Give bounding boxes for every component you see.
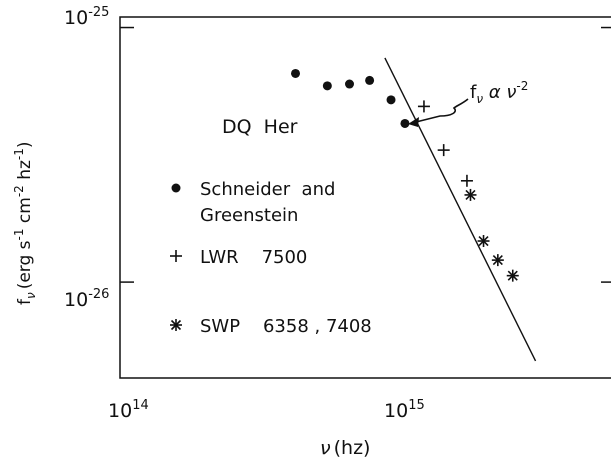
fit-line-group [384, 57, 537, 362]
data-point-asterisk [506, 269, 519, 282]
data-point-asterisk [491, 254, 504, 267]
x-tick-label: 1014 [108, 398, 149, 422]
data-point-circle [322, 81, 332, 91]
legend-marker-asterisk [170, 319, 182, 331]
legend-label: SWP 6358 , 7408 [200, 316, 372, 337]
data-point-asterisk [477, 235, 490, 248]
legend-marker-plus [170, 250, 182, 262]
data-point-circle [345, 79, 355, 89]
legend-label: LWR 7500 [200, 247, 307, 268]
x-tick-label: 1015 [384, 398, 425, 422]
legend-marker-circle [171, 183, 181, 193]
legend: Schneider and Greenstein LWR 7500 SWP 63… [170, 179, 372, 337]
plot-frame [119, 16, 611, 379]
data-point-plus [437, 144, 450, 157]
y-axis-label: fν(erg s-1 cm-2 hz-1) [12, 141, 38, 305]
legend-label: Greenstein [200, 205, 298, 226]
annotation-arrow [411, 98, 469, 124]
x-axis-label: ν (hz) [320, 437, 370, 459]
data-point-plus [417, 100, 430, 113]
object-label: DQ Her [222, 116, 298, 138]
data-point-circle [386, 95, 396, 105]
annotation-arrowhead [408, 117, 419, 127]
legend-label: Schneider and [200, 179, 335, 200]
y-tick-label: 10-25 [64, 5, 109, 29]
data-point-circle [291, 68, 301, 78]
data-marks [291, 68, 519, 282]
data-point-circle [365, 75, 375, 85]
fit-line [384, 57, 537, 362]
fit-annotation: fν α ν-2 [470, 79, 528, 106]
data-point-circle [400, 118, 410, 128]
y-tick-label: 10-26 [64, 287, 109, 311]
axis-ticks [120, 26, 611, 283]
data-point-plus [460, 174, 473, 187]
data-point-asterisk [464, 188, 477, 201]
